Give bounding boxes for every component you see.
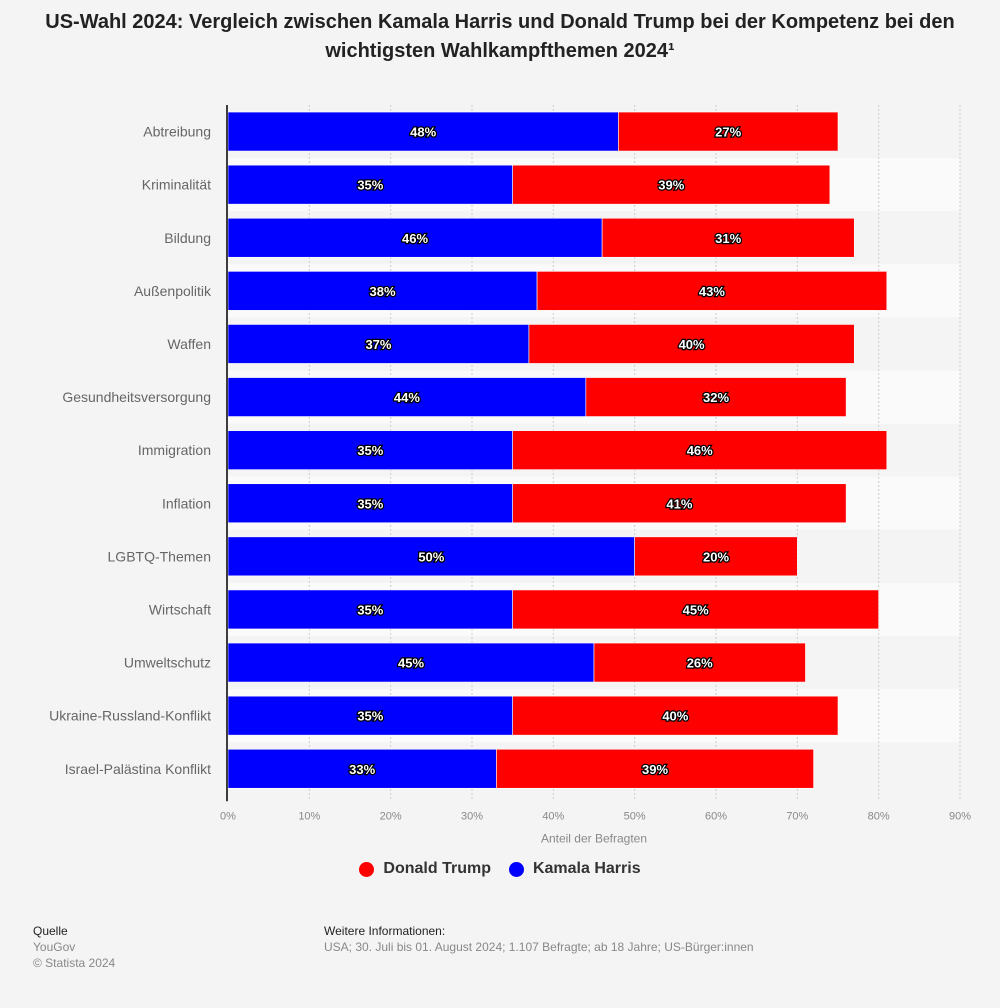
category-label: Israel-Palästina Konflikt	[65, 761, 211, 777]
category-label: Kriminalität	[142, 177, 211, 193]
category-label: LGBTQ-Themen	[108, 548, 211, 564]
data-label: 48%	[410, 125, 436, 140]
data-label: 45%	[398, 656, 424, 671]
data-label: 35%	[357, 496, 383, 511]
bar-harris	[227, 642, 595, 683]
legend-dot-blue-icon	[508, 861, 524, 877]
data-label: 27%	[715, 125, 741, 140]
bar-trump	[496, 748, 814, 789]
x-tick-label: 90%	[949, 810, 971, 822]
bar-trump	[512, 695, 839, 736]
category-label: Ukraine-Russland-Konflikt	[49, 708, 211, 724]
bar-harris	[227, 217, 603, 258]
legend-label: Kamala Harris	[532, 860, 641, 877]
info-block: Weitere Informationen: USA; 30. Juli bis…	[324, 923, 754, 955]
bar-trump	[601, 217, 855, 258]
data-label: 40%	[662, 709, 688, 724]
bar-harris	[227, 111, 619, 152]
bar-harris	[227, 164, 513, 205]
data-label: 50%	[418, 549, 444, 564]
bar-harris	[227, 483, 513, 524]
data-label: 37%	[365, 337, 391, 352]
data-label: 32%	[703, 390, 729, 405]
data-label: 41%	[666, 496, 692, 511]
data-label: 35%	[357, 178, 383, 193]
bar-trump	[585, 377, 847, 417]
category-label: Außenpolitik	[134, 283, 212, 299]
x-tick-label: 40%	[542, 810, 564, 822]
data-label: 45%	[683, 602, 709, 617]
legend: Donald Trump Kamala Harris	[0, 860, 1000, 878]
x-tick-label: 80%	[868, 810, 890, 822]
x-tick-label: 70%	[786, 810, 808, 822]
bar-harris	[227, 324, 530, 364]
category-label: Waffen	[167, 336, 211, 352]
data-label: 33%	[349, 762, 375, 777]
legend-dot-red-icon	[359, 861, 375, 877]
x-tick-label: 20%	[380, 810, 402, 822]
category-label: Umweltschutz	[124, 655, 211, 671]
data-label: 38%	[370, 284, 396, 299]
category-label: Inflation	[162, 495, 211, 511]
data-label: 39%	[658, 178, 684, 193]
category-label: Wirtschaft	[149, 601, 211, 617]
data-label: 20%	[703, 549, 729, 564]
data-label: 35%	[357, 709, 383, 724]
bar-trump	[528, 324, 855, 364]
data-label: 35%	[357, 443, 383, 458]
bar-trump	[593, 642, 806, 683]
bar-harris	[227, 271, 538, 311]
x-tick-label: 60%	[705, 810, 727, 822]
bar-trump	[618, 111, 839, 152]
copyright: © Statista 2024	[33, 956, 116, 970]
info-text: USA; 30. Juli bis 01. August 2024; 1.107…	[324, 940, 754, 954]
bar-trump	[512, 164, 831, 205]
bar-trump	[512, 430, 888, 470]
bar-trump	[536, 271, 888, 311]
x-tick-label: 50%	[624, 810, 646, 822]
bar-trump	[512, 483, 847, 524]
data-label: 31%	[715, 231, 741, 246]
chart-title: US-Wahl 2024: Vergleich zwischen Kamala …	[45, 11, 955, 62]
source-text[interactable]: YouGov	[33, 940, 76, 954]
data-label: 26%	[687, 656, 713, 671]
category-label: Abtreibung	[143, 124, 211, 140]
data-label: 46%	[402, 231, 428, 246]
data-label: 44%	[394, 390, 420, 405]
bar-trump	[634, 536, 798, 577]
data-label: 40%	[679, 337, 705, 352]
category-label: Immigration	[138, 442, 211, 458]
category-label: Gesundheitsversorgung	[62, 389, 211, 405]
x-tick-label: 10%	[298, 810, 320, 822]
legend-label: Donald Trump	[383, 860, 491, 877]
info-heading[interactable]: Weitere Informationen:	[324, 924, 446, 938]
bar-trump	[512, 589, 879, 630]
x-axis-label: Anteil der Befragten	[541, 831, 647, 845]
legend-item-harris[interactable]: Kamala Harris	[508, 860, 641, 878]
data-label: 43%	[699, 284, 725, 299]
legend-item-trump[interactable]: Donald Trump	[359, 860, 491, 878]
bar-harris	[227, 430, 513, 470]
source-heading: Quelle	[33, 924, 68, 938]
source-block: Quelle YouGov © Statista 2024	[33, 923, 115, 971]
data-label: 35%	[357, 602, 383, 617]
data-label: 39%	[642, 762, 668, 777]
bar-harris	[227, 377, 587, 417]
x-tick-label: 0%	[220, 810, 236, 822]
x-tick-label: 30%	[461, 810, 483, 822]
bar-chart: 0% 10% 20% 30% 40% 50% 60% 70% 80% 90% Anteil der …	[49, 105, 971, 845]
category-label: Bildung	[164, 230, 211, 246]
data-label: 46%	[687, 443, 713, 458]
